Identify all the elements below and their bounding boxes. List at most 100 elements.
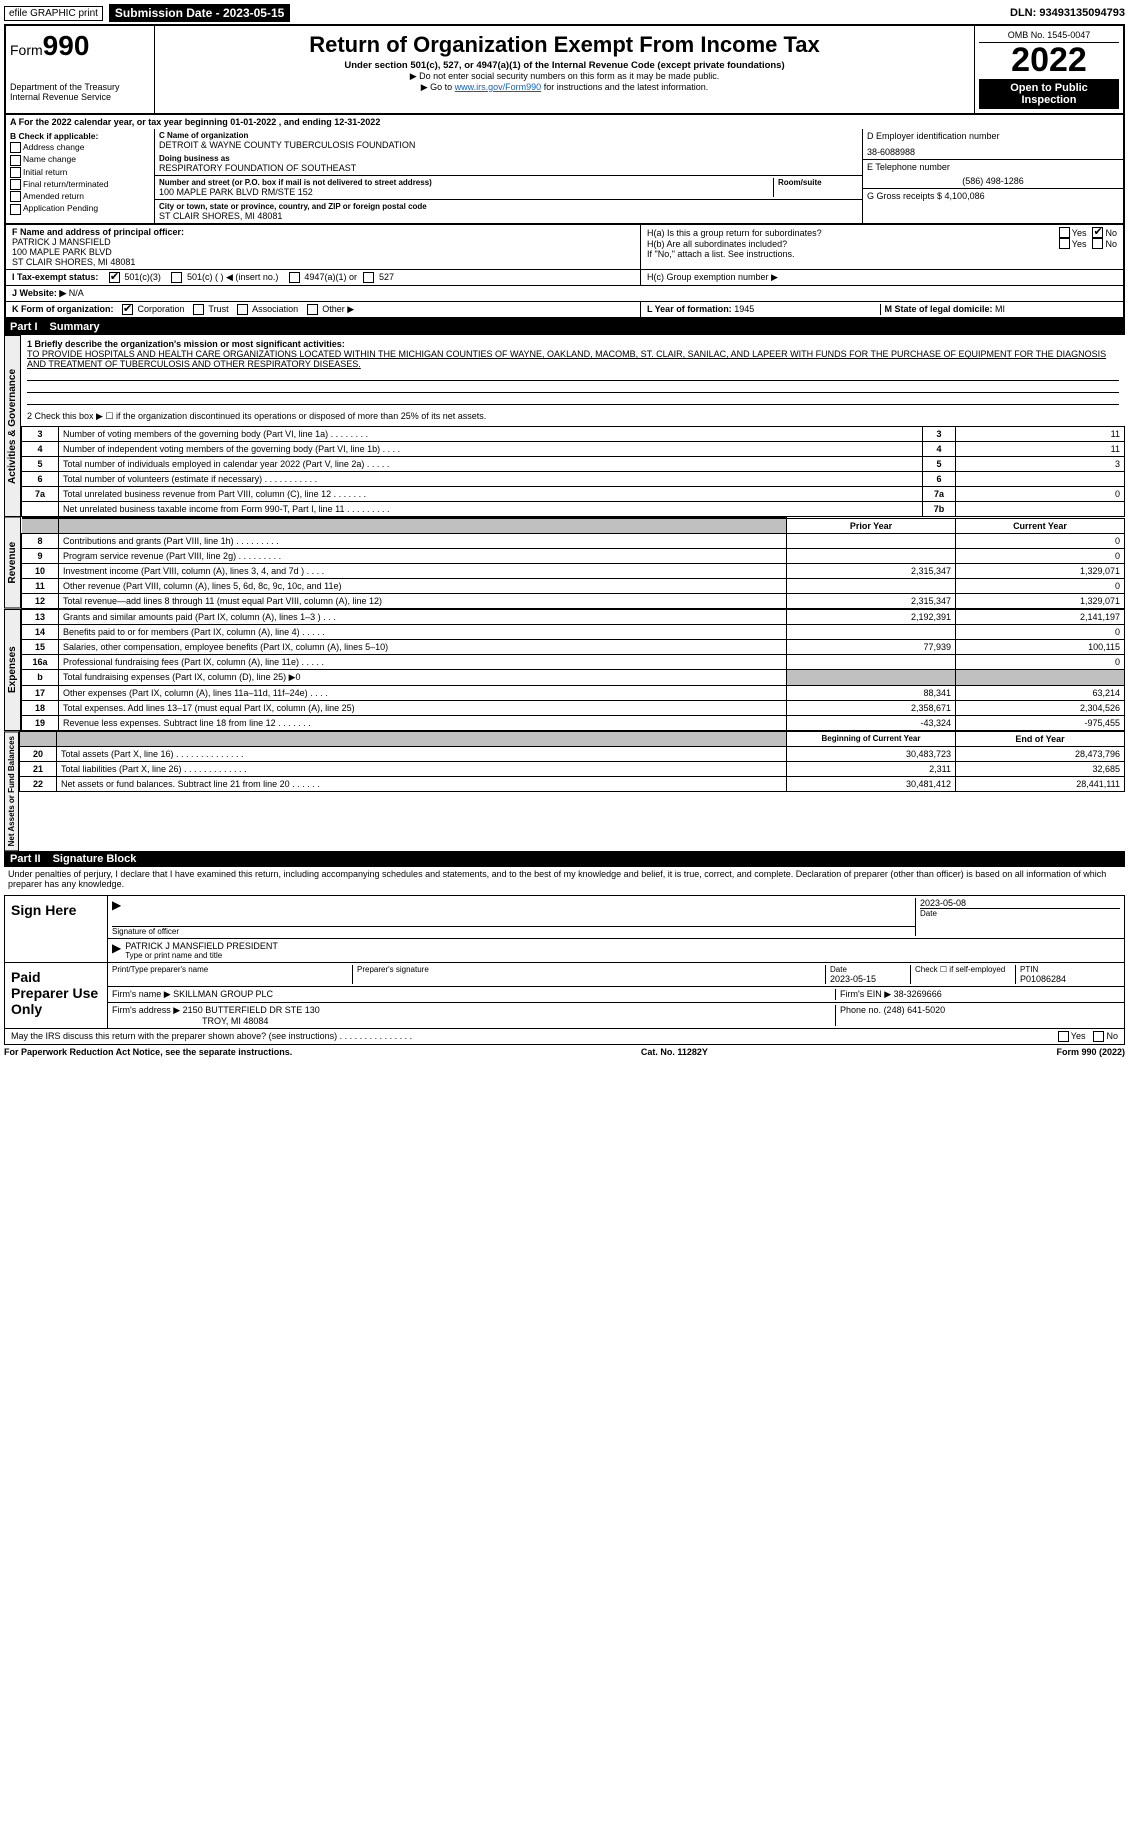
type-print-label: Type or print name and title <box>125 951 1120 960</box>
k-label: K Form of organization: <box>12 304 114 314</box>
line-box: 3 <box>923 427 956 442</box>
part-i-label: Part I <box>10 321 38 333</box>
line-box: 7b <box>923 502 956 517</box>
part-ii-label: Part II <box>10 853 41 865</box>
line-box: 4 <box>923 442 956 457</box>
cb-address-change[interactable]: Address change <box>10 142 150 153</box>
table-row: 21 Total liabilities (Part X, line 26) .… <box>20 761 1125 776</box>
sig-date-value: 2023-05-08 <box>920 898 1120 908</box>
line-text: Total number of individuals employed in … <box>59 457 923 472</box>
ha-no-cb[interactable] <box>1092 227 1103 238</box>
curr-value: 2,304,526 <box>956 700 1125 715</box>
ptin-value: P01086284 <box>1020 974 1120 984</box>
line-text: Total unrelated business revenue from Pa… <box>59 487 923 502</box>
prior-value: 30,483,723 <box>787 746 956 761</box>
discuss-yes-cb[interactable] <box>1058 1031 1069 1042</box>
m-value: MI <box>995 304 1005 314</box>
cb-initial-return[interactable]: Initial return <box>10 167 150 178</box>
city-label: City or town, state or province, country… <box>159 202 858 211</box>
table-row: 3 Number of voting members of the govern… <box>22 427 1125 442</box>
firm-phone: (248) 641-5020 <box>884 1005 946 1015</box>
gross-receipts-row: G Gross receipts $ 4,100,086 <box>863 189 1123 203</box>
cb-final-return[interactable]: Final return/terminated <box>10 179 150 190</box>
f-name: PATRICK J MANSFIELD <box>12 237 634 247</box>
line-num: 8 <box>22 533 59 548</box>
l-label: L Year of formation: <box>647 304 732 314</box>
footer-cat: Cat. No. 11282Y <box>641 1047 708 1057</box>
discuss-no: No <box>1106 1031 1118 1042</box>
hb-no-cb[interactable] <box>1092 238 1103 249</box>
mission-text: TO PROVIDE HOSPITALS AND HEALTH CARE ORG… <box>27 349 1119 369</box>
phone-row: E Telephone number (586) 498-1286 <box>863 160 1123 189</box>
table-row: b Total fundraising expenses (Part IX, c… <box>22 669 1125 685</box>
prior-value: 2,315,347 <box>787 593 956 608</box>
line-text: Total liabilities (Part X, line 26) . . … <box>57 761 787 776</box>
submission-date-box: Submission Date - 2023-05-15 <box>109 4 290 22</box>
hb-yes-cb[interactable] <box>1059 238 1070 249</box>
table-row: 9 Program service revenue (Part VIII, li… <box>22 548 1125 563</box>
cb-501c[interactable] <box>171 272 182 283</box>
line-box: 5 <box>923 457 956 472</box>
cb-other[interactable] <box>307 304 318 315</box>
line-text: Net unrelated business taxable income fr… <box>59 502 923 517</box>
beginning-year-header: Beginning of Current Year <box>787 731 956 746</box>
prior-value <box>787 669 956 685</box>
paid-preparer-label: Paid Preparer Use Only <box>5 963 108 1028</box>
i-row: I Tax-exempt status: 501(c)(3) 501(c) ( … <box>6 270 641 285</box>
ha-yes-cb[interactable] <box>1059 227 1070 238</box>
table-row: 20 Total assets (Part X, line 16) . . . … <box>20 746 1125 761</box>
curr-value: 0 <box>956 654 1125 669</box>
note-goto-post: for instructions and the latest informat… <box>541 82 708 92</box>
street-address: 100 MAPLE PARK BLVD RM/STE 152 <box>159 187 773 197</box>
ha-no: No <box>1105 228 1117 238</box>
part-i-header: Part I Summary <box>4 319 1125 335</box>
ein-label: D Employer identification number <box>867 131 1119 141</box>
street-label: Number and street (or P.O. box if mail i… <box>159 178 773 187</box>
governance-table: 3 Number of voting members of the govern… <box>21 426 1125 517</box>
line-value <box>956 472 1125 487</box>
cb-application-pending[interactable]: Application Pending <box>10 203 150 214</box>
column-de: D Employer identification number 38-6088… <box>863 129 1123 223</box>
line-num: 17 <box>22 685 59 700</box>
discuss-label: May the IRS discuss this return with the… <box>11 1031 1058 1042</box>
line-text: Total fundraising expenses (Part IX, col… <box>59 669 787 685</box>
revenue-group: Revenue Prior Year Current Year 8 Contri… <box>4 517 1125 609</box>
line-text: Contributions and grants (Part VIII, lin… <box>59 533 787 548</box>
curr-value: 100,115 <box>956 639 1125 654</box>
line-num <box>22 502 59 517</box>
k-trust: Trust <box>208 304 228 314</box>
cb-501c3[interactable] <box>109 272 120 283</box>
dba-name: RESPIRATORY FOUNDATION OF SOUTHEAST <box>159 163 858 173</box>
line-box: 7a <box>923 487 956 502</box>
line-num: 19 <box>22 715 59 730</box>
org-name: DETROIT & WAYNE COUNTY TUBERCULOSIS FOUN… <box>159 140 858 150</box>
cb-assoc[interactable] <box>237 304 248 315</box>
line-text: Benefits paid to or for members (Part IX… <box>59 624 787 639</box>
firm-ein: 38-3269666 <box>894 989 942 999</box>
cb-amended-return[interactable]: Amended return <box>10 191 150 202</box>
dln: DLN: 93493135094793 <box>1010 7 1125 19</box>
line-num: 7a <box>22 487 59 502</box>
k-corp: Corporation <box>138 304 185 314</box>
irs-link[interactable]: www.irs.gov/Form990 <box>455 82 542 92</box>
part-ii-header: Part II Signature Block <box>4 851 1125 867</box>
cb-trust[interactable] <box>193 304 204 315</box>
phone-label: E Telephone number <box>867 162 1119 172</box>
table-row: 8 Contributions and grants (Part VIII, l… <box>22 533 1125 548</box>
cb-4947[interactable] <box>289 272 300 283</box>
table-row: 22 Net assets or fund balances. Subtract… <box>20 776 1125 791</box>
discuss-no-cb[interactable] <box>1093 1031 1104 1042</box>
hc-label: H(c) Group exemption number ▶ <box>647 272 778 282</box>
tax-year: 2022 <box>979 43 1119 77</box>
cb-527[interactable] <box>363 272 374 283</box>
form-num: 990 <box>43 30 90 61</box>
curr-value: -975,455 <box>956 715 1125 730</box>
curr-value: 1,329,071 <box>956 563 1125 578</box>
self-employed-check[interactable]: Check ☐ if self-employed <box>911 965 1016 984</box>
line-text: Number of voting members of the governin… <box>59 427 923 442</box>
line-num: 16a <box>22 654 59 669</box>
cb-corp[interactable] <box>122 304 133 315</box>
cb-name-change[interactable]: Name change <box>10 154 150 165</box>
line-text: Program service revenue (Part VIII, line… <box>59 548 787 563</box>
line-text: Total assets (Part X, line 16) . . . . .… <box>57 746 787 761</box>
